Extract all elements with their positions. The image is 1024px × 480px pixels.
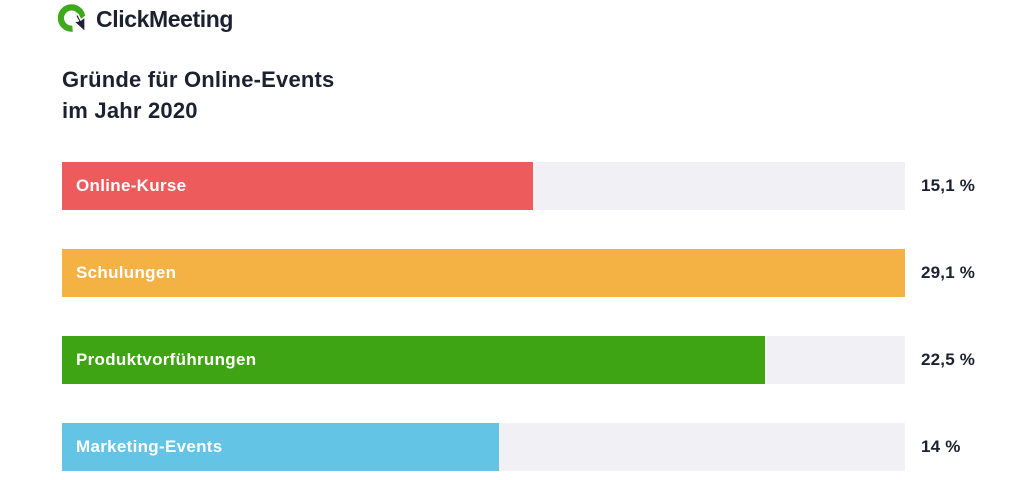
bar-row: Produktvorführungen 22,5 % bbox=[62, 336, 1024, 384]
chart-title-line-1: Gründe für Online-Events bbox=[62, 67, 335, 92]
bar-chart: Online-Kurse 15,1 % Schulungen 29,1 % Produk… bbox=[62, 162, 1024, 471]
bar-track: Marketing-Events bbox=[62, 423, 905, 471]
bar-label: Marketing-Events bbox=[76, 437, 223, 456]
bar-value-label: 14 % bbox=[921, 437, 961, 456]
bar-row: Schulungen 29,1 % bbox=[62, 249, 1024, 297]
bar-label: Online-Kurse bbox=[76, 176, 187, 195]
bar-track: Online-Kurse bbox=[62, 162, 905, 210]
bar-fill: Schulungen bbox=[62, 249, 905, 297]
bar-row: Online-Kurse 15,1 % bbox=[62, 162, 1024, 210]
bar-value-label: 22,5 % bbox=[921, 350, 976, 369]
bar-label: Schulungen bbox=[76, 263, 177, 282]
bar-row: Marketing-Events 14 % bbox=[62, 423, 1024, 471]
clickmeeting-logo-icon bbox=[58, 3, 89, 35]
clickmeeting-logo-text: ClickMeeting bbox=[96, 5, 234, 32]
chart-title-line-2: im Jahr 2020 bbox=[62, 98, 198, 123]
bar-value-label: 29,1 % bbox=[921, 263, 976, 282]
bar-track: Schulungen bbox=[62, 249, 905, 297]
bar-fill: Marketing-Events bbox=[62, 423, 500, 471]
chart-title: Gründe für Online-Events im Jahr 2020 bbox=[62, 64, 335, 126]
bar-fill: Online-Kurse bbox=[62, 162, 534, 210]
bar-value-label: 15,1 % bbox=[921, 176, 976, 195]
bar-label: Produktvorführungen bbox=[76, 350, 257, 369]
clickmeeting-logo: ClickMeeting bbox=[58, 3, 233, 35]
bar-fill: Produktvorführungen bbox=[62, 336, 765, 384]
bar-track: Produktvorführungen bbox=[62, 336, 905, 384]
